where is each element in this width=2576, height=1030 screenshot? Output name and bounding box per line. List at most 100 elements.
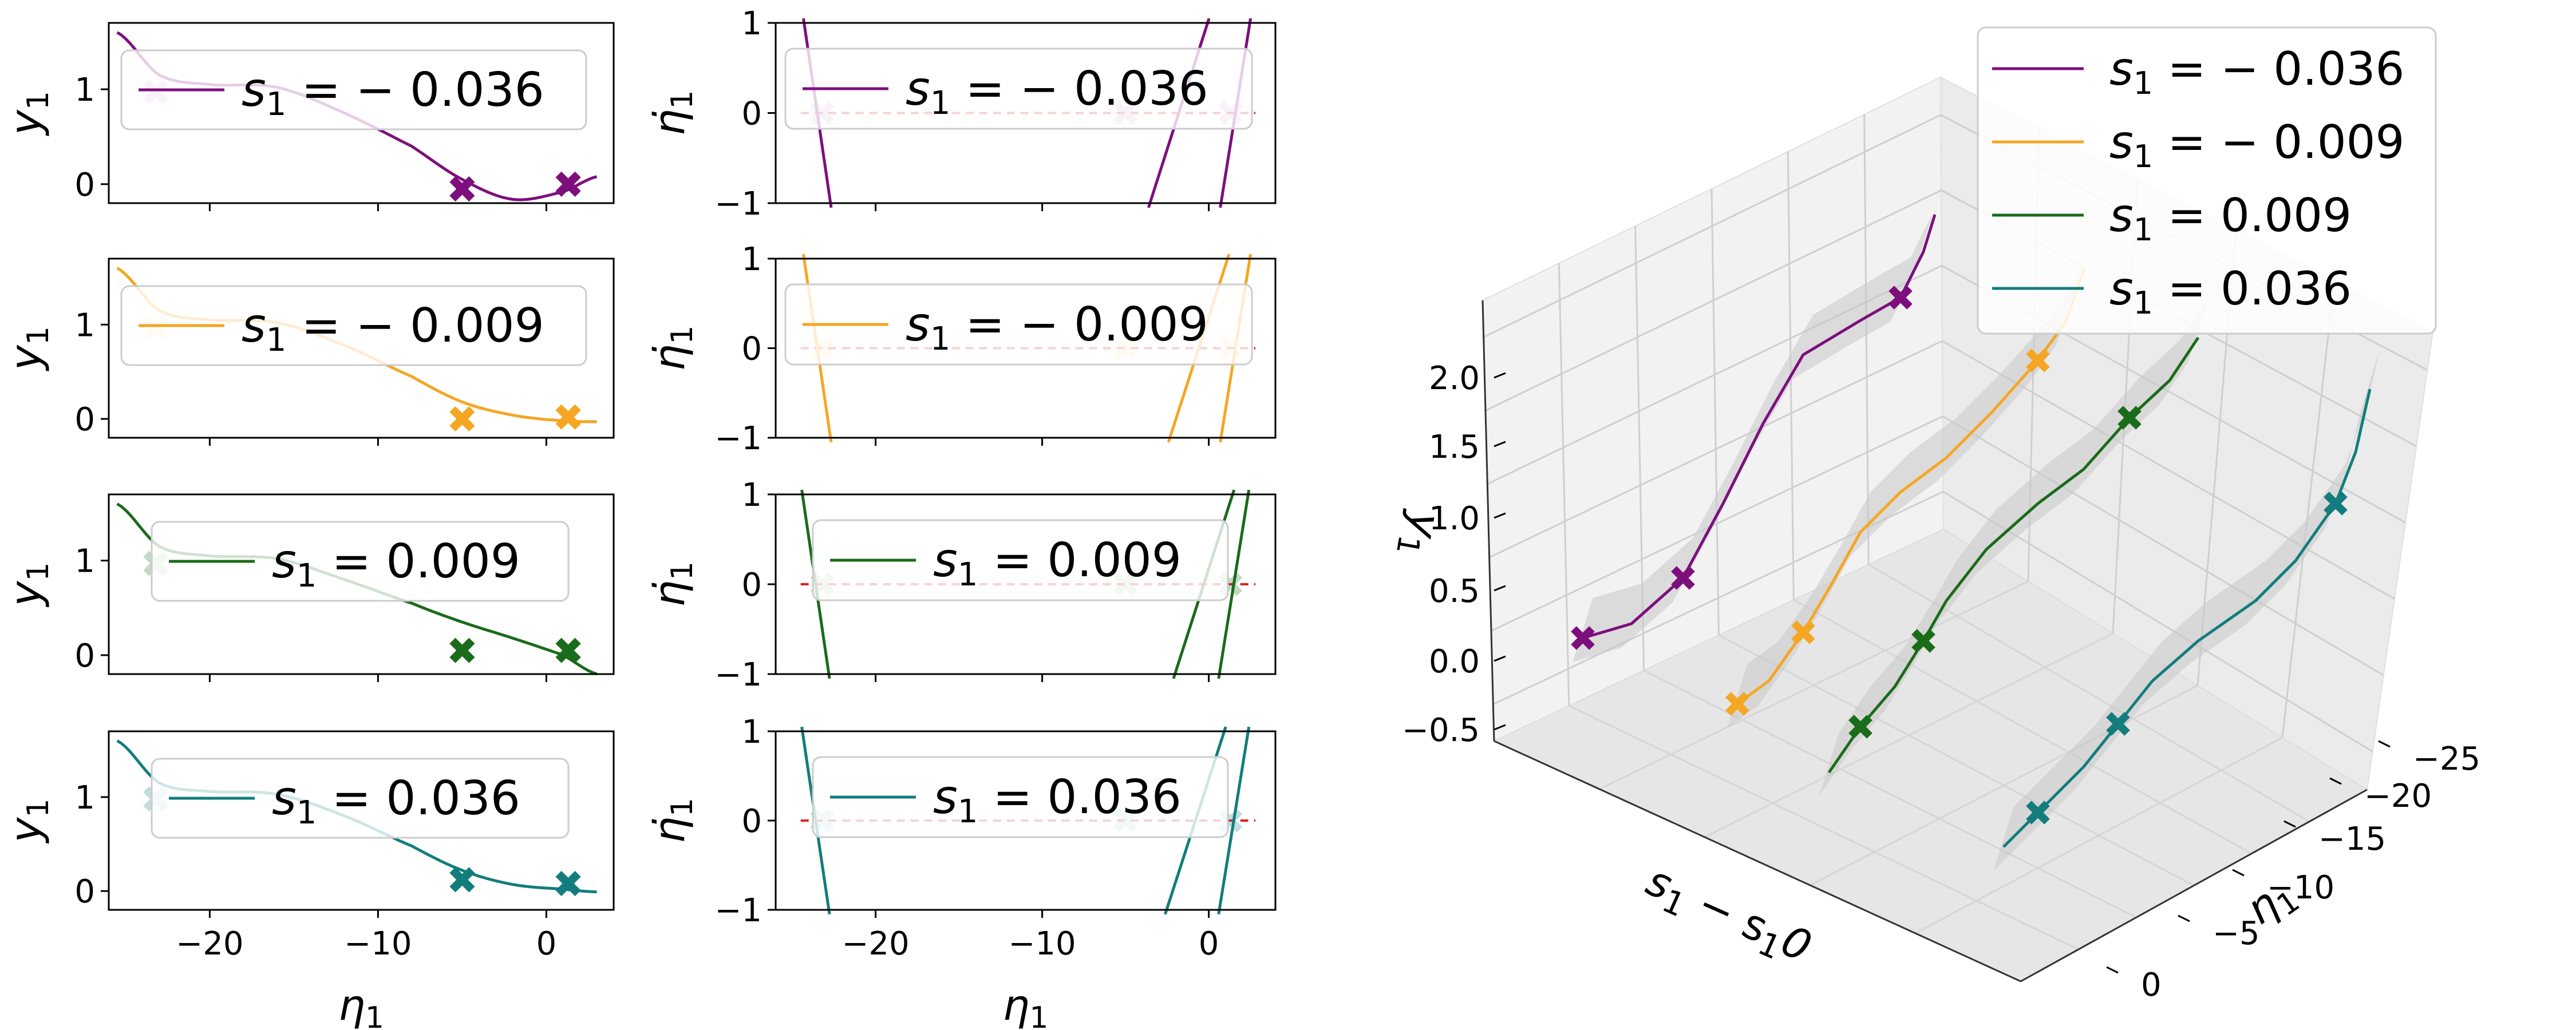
y-axis-label: η̇1	[645, 90, 700, 136]
left-panel-3: s1 = 0.009 0 1 y1	[1, 493, 615, 682]
grid-line	[1643, 670, 2137, 918]
derivative-line	[1217, 489, 1251, 679]
z-tick	[1494, 512, 1506, 519]
legend-box	[120, 285, 587, 366]
legend-label: s1 = 0.036	[933, 770, 1182, 830]
grid-line	[1793, 599, 2253, 854]
curve-marker-3d	[1671, 566, 1695, 590]
y-axis-label: η̇1	[645, 798, 700, 843]
grid-line	[1863, 114, 1870, 565]
z-tick-label: 1.0	[1429, 500, 1480, 537]
grid-line	[1942, 415, 2384, 676]
y-tick-label: 0	[74, 873, 95, 910]
y-tick-label: 0	[741, 331, 762, 368]
y-axis-label: y1	[1, 326, 56, 371]
curve-marker-3d	[1725, 692, 1749, 716]
legend-box	[812, 519, 1229, 601]
legend-3d: s1 = − 0.036 s1 = − 0.009 s1 = 0.009 s1 = 0…	[1977, 26, 2437, 335]
grid-line	[1704, 632, 2113, 838]
legend: s1 = − 0.009	[120, 285, 587, 366]
curve-marker-3d	[1791, 620, 1815, 644]
axes-frame	[108, 730, 615, 911]
series-curve-3d	[1827, 336, 2200, 774]
y-axis-label: y1	[1, 562, 56, 608]
z-tick	[1494, 724, 1506, 731]
legend-label: s1 = − 0.009	[2109, 116, 2404, 175]
y-tick-label: 1	[741, 5, 762, 42]
legend-label: s1 = − 0.036	[906, 62, 1208, 122]
y-tick-label: 0	[74, 167, 95, 204]
surface-band	[1573, 175, 1945, 662]
curve-marker-3d	[1848, 715, 1872, 739]
grid-line	[1491, 415, 1943, 632]
eta-tick	[2283, 820, 2296, 828]
grid-line	[1718, 634, 2195, 886]
y-tick-label: −1	[714, 656, 762, 694]
data-point-marker	[555, 171, 581, 197]
curve-marker-3d	[2117, 406, 2142, 430]
legend: s1 = 0.036	[812, 756, 1229, 838]
curve-marker-3d	[1571, 626, 1595, 650]
y-tick-label: 1	[74, 307, 95, 344]
y-axis-label: y1	[1, 91, 56, 136]
eta-tick-label: −5	[2212, 915, 2260, 952]
z-tick-label: 0.5	[1429, 573, 1480, 610]
curve-marker-3d	[2106, 712, 2130, 736]
legend-box	[784, 47, 1253, 130]
grid-line	[1809, 684, 2198, 886]
curve-marker-3d	[2324, 492, 2348, 516]
data-point-marker	[449, 867, 475, 893]
left-panel-2: s1 = − 0.009 0 1 y1	[1, 258, 615, 446]
axes-frame	[108, 493, 615, 675]
derivative-line	[1217, 726, 1251, 915]
legend: s1 = − 0.009	[784, 283, 1253, 366]
y-tick-label: 0	[741, 96, 762, 133]
data-point-marker	[555, 870, 581, 897]
y-tick-label: 1	[74, 779, 95, 817]
panel-3d: −0.50.00.51.01.52.0y1−25−20−15−10−50η1s1…	[1389, 26, 2480, 1004]
series-curve-3d	[2002, 389, 2372, 848]
z-tick-label: 1.5	[1429, 429, 1480, 466]
curve-marker-3d	[2026, 801, 2050, 825]
data-point-marker	[555, 404, 581, 430]
eta-tick-label: 0	[2141, 966, 2162, 1004]
y-tick-label: 0	[74, 637, 95, 675]
y-tick-label: −1	[714, 420, 762, 457]
eta-tick	[2106, 966, 2119, 974]
legend-label: s1 = − 0.009	[242, 299, 544, 359]
x-tick-label: 0	[536, 925, 557, 962]
eta-tick-label: −25	[2413, 740, 2480, 778]
eta-tick	[2329, 777, 2342, 785]
y-tick-label: 1	[741, 477, 762, 514]
legend: s1 = − 0.036	[120, 49, 587, 130]
legend-label: s1 = 0.036	[2109, 262, 2352, 321]
legend: s1 = 0.036	[151, 758, 570, 839]
x-axis-label: η1	[338, 981, 384, 1030]
z-tick-label: 0.0	[1429, 643, 1480, 680]
grid-line	[1489, 340, 1943, 558]
x-tick-label: −20	[176, 925, 243, 962]
s-axis-label: s1 − s10	[1637, 856, 1819, 978]
grid-line	[1915, 736, 2283, 934]
legend-label: s1 = − 0.036	[242, 63, 544, 123]
middle-panel-4: s1 = 0.036−101−20 −10 0η̇1η1	[645, 714, 1277, 1030]
x-tick-label: −20	[842, 925, 910, 962]
surface-band	[1819, 298, 2208, 797]
eta-tick-label: −10	[2267, 869, 2334, 906]
y-tick-label: −1	[714, 892, 762, 929]
middle-panel-2: s1 = − 0.009 −1 0 1 η̇1	[645, 241, 1277, 457]
legend-label: s1 = − 0.036	[2109, 42, 2404, 101]
middle-panel-1: s1 = − 0.036 −1 0 1 η̇1	[645, 5, 1277, 223]
eta-tick	[2178, 914, 2190, 922]
data-point-marker	[449, 406, 475, 432]
grid-line	[1483, 114, 1942, 338]
y-tick-label: 0	[741, 566, 762, 604]
legend: s1 = 0.009	[812, 519, 1229, 601]
legend-box	[812, 756, 1229, 838]
x-axis-label: η1	[1003, 981, 1049, 1030]
data-point-marker	[555, 637, 581, 663]
legend-label: s1 = − 0.009	[906, 298, 1208, 358]
y-axis-label: η̇1	[645, 561, 700, 607]
